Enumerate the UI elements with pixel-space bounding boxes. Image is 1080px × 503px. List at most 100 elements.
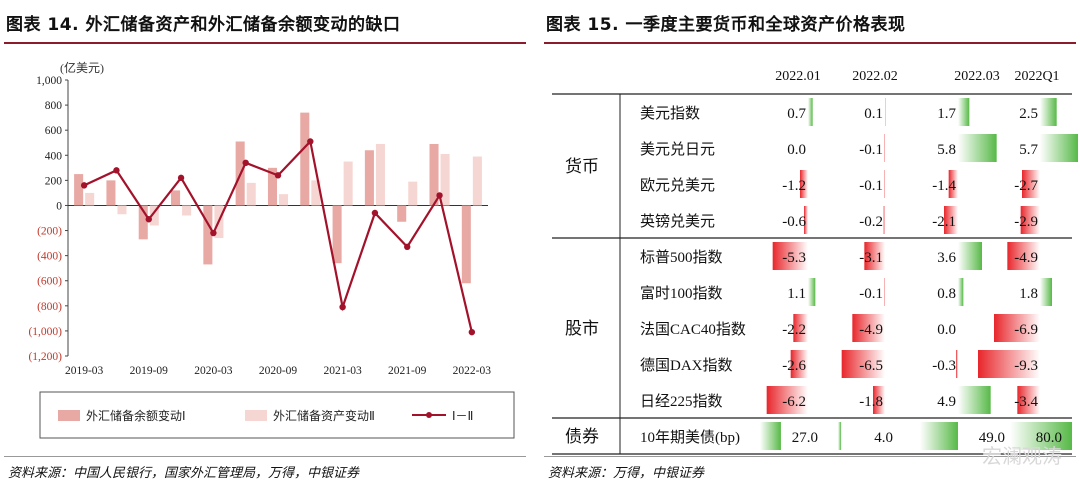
gap-point — [113, 167, 120, 174]
databar-negative — [766, 386, 808, 414]
cell-value: 0.8 — [937, 286, 956, 302]
cell-value: 1.1 — [787, 286, 806, 302]
cell-value: -2.1 — [932, 214, 956, 230]
title-rule — [544, 42, 1076, 44]
bar-reserve-balance-change — [267, 167, 277, 206]
cell-value: -4.9 — [859, 322, 883, 338]
row-label: 富时100指数 — [640, 284, 723, 302]
row-label: 美元兑日元 — [640, 141, 715, 158]
bar-reserve-asset-change — [117, 205, 127, 215]
legend-label: Ⅰ－Ⅱ — [452, 409, 473, 423]
databar-negative — [884, 278, 885, 306]
bar-reserve-asset-change — [149, 205, 159, 226]
legend-swatch — [58, 410, 80, 421]
cell-value: -6.9 — [1014, 322, 1038, 338]
y-tick-label: 1,000 — [36, 75, 62, 87]
cell-value: -2.7 — [1014, 178, 1038, 194]
gap-point — [274, 172, 282, 179]
cell-value: 27.0 — [792, 430, 818, 446]
cell-value: 5.8 — [937, 142, 956, 158]
bar-reserve-balance-change — [364, 150, 374, 206]
bar-reserve-balance-change — [429, 143, 439, 206]
databar-negative — [800, 170, 808, 198]
cell-value: -3.1 — [859, 250, 883, 266]
left-figure: 图表 14. 外汇储备资产和外汇储备余额变动的缺口 (亿美元) 1,000 800… — [0, 0, 530, 503]
watermark: 宏澜观涛 — [982, 444, 1062, 468]
gap-point — [177, 174, 185, 182]
x-tick-label: 2021-09 — [388, 365, 427, 377]
databar-negative — [864, 242, 885, 270]
databar-negative — [772, 242, 808, 270]
y-tick-label: (1,200) — [28, 351, 62, 363]
cell-value: -0.1 — [859, 178, 883, 194]
row-label: 欧元兑美元 — [640, 177, 715, 194]
fx-reserve-gap-chart: (亿美元) 1,000 800 600 400 200 0 (200) (400) (600) (… — [28, 60, 515, 439]
cell-value: -2.9 — [1014, 214, 1038, 230]
bar-reserve-balance-change — [332, 205, 342, 264]
gap-point — [242, 159, 249, 166]
bar-reserve-asset-change — [375, 143, 385, 206]
cell-value: 0.0 — [937, 322, 956, 338]
unit-label: (亿美元) — [60, 60, 104, 75]
databar-negative — [852, 314, 885, 342]
cell-value: -3.4 — [1014, 394, 1038, 410]
column-header: 2022.01 — [775, 69, 821, 84]
y-tick-label: 800 — [45, 100, 63, 112]
databar-negative — [873, 386, 885, 414]
row-label: 10年期美债(bp) — [640, 429, 740, 446]
bar-reserve-asset-change — [311, 180, 321, 206]
figure-14-source: 资料来源：中国人民银行，国家外汇管理局，万得，中银证券 — [8, 466, 360, 481]
cell-value: -9.3 — [1014, 358, 1038, 374]
gap-point — [468, 328, 476, 336]
group-label: 货币 — [565, 157, 599, 176]
databar-positive — [1010, 422, 1072, 450]
databar-negative — [944, 206, 958, 234]
databar-negative — [884, 134, 885, 162]
databar-negative — [1022, 170, 1040, 198]
cell-value: -1.2 — [782, 178, 806, 194]
cell-value: 0.7 — [787, 106, 806, 122]
gap-point — [210, 229, 217, 237]
databar-negative — [790, 350, 808, 378]
gap-point — [436, 192, 443, 199]
cell-value: -0.3 — [932, 358, 956, 374]
databar-positive — [958, 134, 997, 162]
cell-value: -2.2 — [782, 322, 806, 338]
cell-value: 2.5 — [1019, 106, 1038, 122]
asset-performance-table: 2022.01 2022.02 2022.03 2022Q1 美元指数 0.7 0.1 1.7… — [552, 69, 1078, 455]
gap-point — [404, 243, 411, 251]
gap-point — [145, 216, 152, 223]
databar-positive — [958, 386, 991, 414]
bar-reserve-balance-change — [300, 112, 310, 206]
databar-positive — [1040, 134, 1078, 162]
cell-value: -0.6 — [782, 214, 806, 230]
databar-positive — [958, 278, 964, 306]
source-rule — [4, 456, 526, 457]
row-label: 法国CAC40指数 — [640, 321, 746, 338]
x-tick-label: 2022-03 — [453, 365, 492, 377]
bar-reserve-asset-change — [343, 161, 353, 206]
gap-point — [371, 209, 379, 217]
row-label: 标普500指数 — [640, 249, 723, 266]
bar-reserve-asset-change — [246, 182, 256, 206]
databar-negative — [883, 206, 885, 234]
cell-value: -6.2 — [782, 394, 806, 410]
row-label: 美元指数 — [640, 105, 700, 122]
cell-value: 5.7 — [1019, 142, 1038, 158]
bar-reserve-balance-change — [461, 205, 471, 284]
y-tick-label: 0 — [56, 200, 62, 212]
databar-positive — [885, 98, 886, 126]
legend-label: 外汇储备余额变动Ⅰ — [86, 408, 186, 423]
gap-point — [307, 138, 314, 145]
y-tick-label: (200) — [37, 226, 62, 238]
databar-negative — [841, 350, 885, 378]
cell-value: 1.7 — [937, 106, 956, 122]
x-tick-label: 2020-03 — [194, 365, 233, 377]
figure-15-title: 图表 15. 一季度主要货币和全球资产价格表现 — [546, 15, 906, 35]
gap-point — [339, 303, 346, 311]
databar-positive — [1040, 98, 1057, 126]
column-header: 2022Q1 — [1014, 69, 1059, 84]
cell-value: -1.4 — [932, 178, 956, 194]
cell-value: 49.0 — [979, 430, 1005, 446]
bar-reserve-asset-change — [85, 192, 95, 206]
